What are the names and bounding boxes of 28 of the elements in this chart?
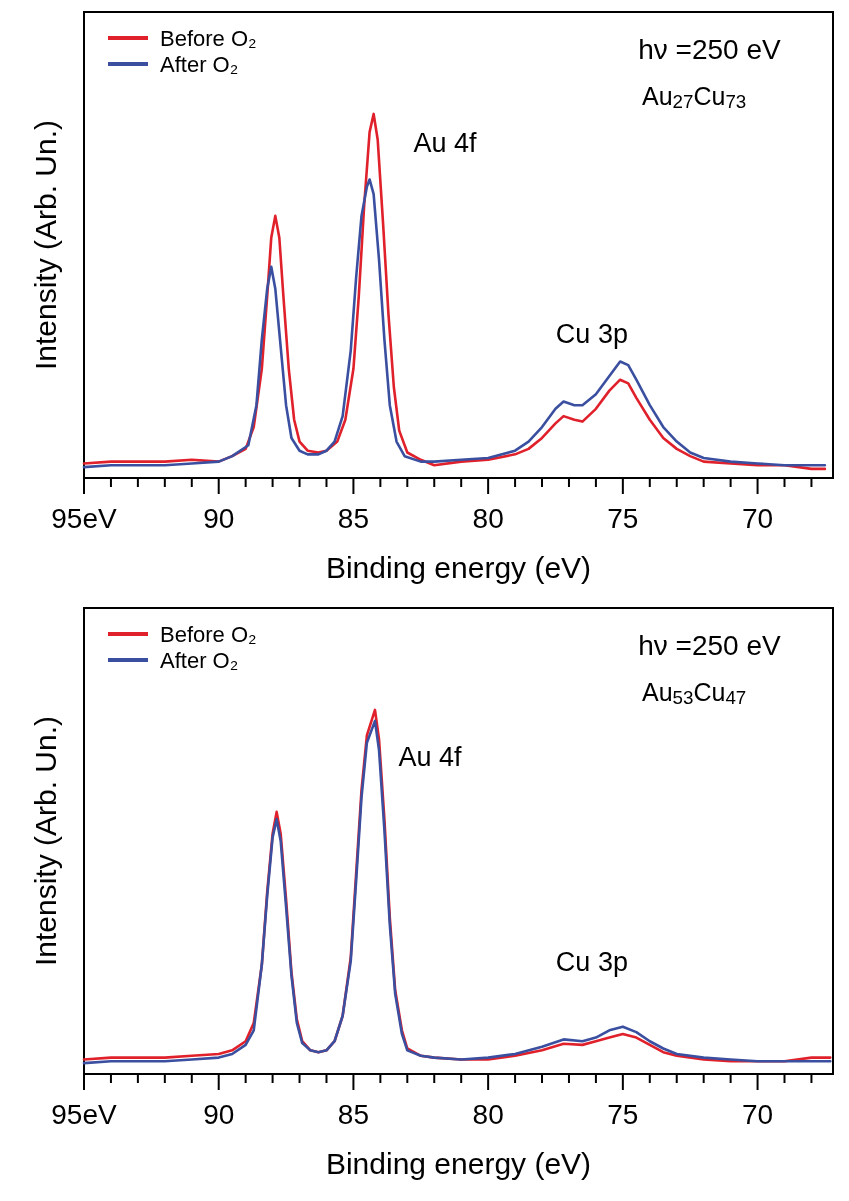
x-tick-label: 95eV	[51, 503, 118, 534]
x-tick-label: 90	[203, 503, 235, 534]
legend-label: Before O₂	[160, 26, 257, 51]
annotation: Au 4f	[413, 127, 478, 158]
legend-label: After O₂	[160, 52, 239, 77]
y-axis-title: Intensity (Arb. Un.)	[29, 715, 62, 967]
annotation: Cu 3p	[555, 947, 628, 978]
text: Au$_{27}$Cu$_{73}$	[642, 82, 747, 113]
x-tick-label: 90	[203, 1099, 235, 1130]
x-tick-label: 70	[741, 503, 774, 534]
x-tick-label: 85	[337, 503, 369, 534]
legend-label: Before O₂	[160, 622, 257, 647]
x-tick-label: 80	[472, 1099, 504, 1130]
text: hν =250 eV	[638, 33, 782, 65]
annotation: Cu 3p	[555, 318, 628, 349]
x-axis-title: Binding energy (eV)	[325, 1147, 592, 1180]
legend-label: After O₂	[160, 648, 239, 673]
y-axis-title: Intensity (Arb. Un.)	[29, 119, 62, 371]
text: Au$_{53}$Cu$_{47}$	[642, 678, 747, 709]
annotation: Au 4f	[398, 742, 463, 773]
x-tick-label: 85	[337, 1099, 369, 1130]
x-tick-label: 75	[607, 503, 639, 534]
x-axis-title: Binding energy (eV)	[325, 551, 592, 584]
text: hν =250 eV	[638, 629, 782, 661]
x-tick-label: 70	[741, 1099, 774, 1130]
x-tick-label: 75	[607, 1099, 639, 1130]
x-tick-label: 80	[472, 503, 504, 534]
x-tick-label: 95eV	[51, 1099, 118, 1130]
